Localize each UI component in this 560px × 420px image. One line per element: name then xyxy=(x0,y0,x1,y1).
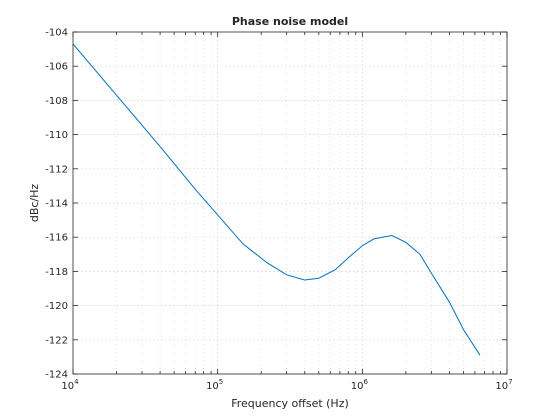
plot-frame xyxy=(72,31,508,375)
x-tick-label-exponent: 5 xyxy=(219,378,223,386)
grid-lines xyxy=(73,32,507,374)
phase-noise-line xyxy=(72,43,481,356)
plot-data xyxy=(72,43,481,356)
y-tick-label: -116 xyxy=(45,233,68,244)
y-tick-label: -112 xyxy=(45,164,68,175)
y-tick-label: -118 xyxy=(45,267,68,278)
y-axis-label: dBc/Hz xyxy=(28,184,41,223)
x-axis-label: Frequency offset (Hz) xyxy=(231,397,349,410)
y-tick-label: -122 xyxy=(45,335,68,346)
y-axis: -124 -122 -120 -118 -116 -114 -112 -110 -108 -106… xyxy=(45,28,507,381)
chart-title: Phase noise model xyxy=(232,15,348,28)
y-tick-label: -110 xyxy=(45,130,68,141)
y-tick-label: -114 xyxy=(45,199,68,210)
x-tick-label-exponent: 7 xyxy=(508,378,512,386)
y-tick-label: -108 xyxy=(45,96,68,107)
y-tick-label: -104 xyxy=(45,28,68,39)
x-tick-label-exponent: 4 xyxy=(74,378,79,386)
x-tick-label-exponent: 6 xyxy=(363,378,368,386)
y-tick-label: -106 xyxy=(45,62,68,73)
y-tick-label: -124 xyxy=(45,370,68,381)
y-tick-label: -120 xyxy=(45,301,68,312)
